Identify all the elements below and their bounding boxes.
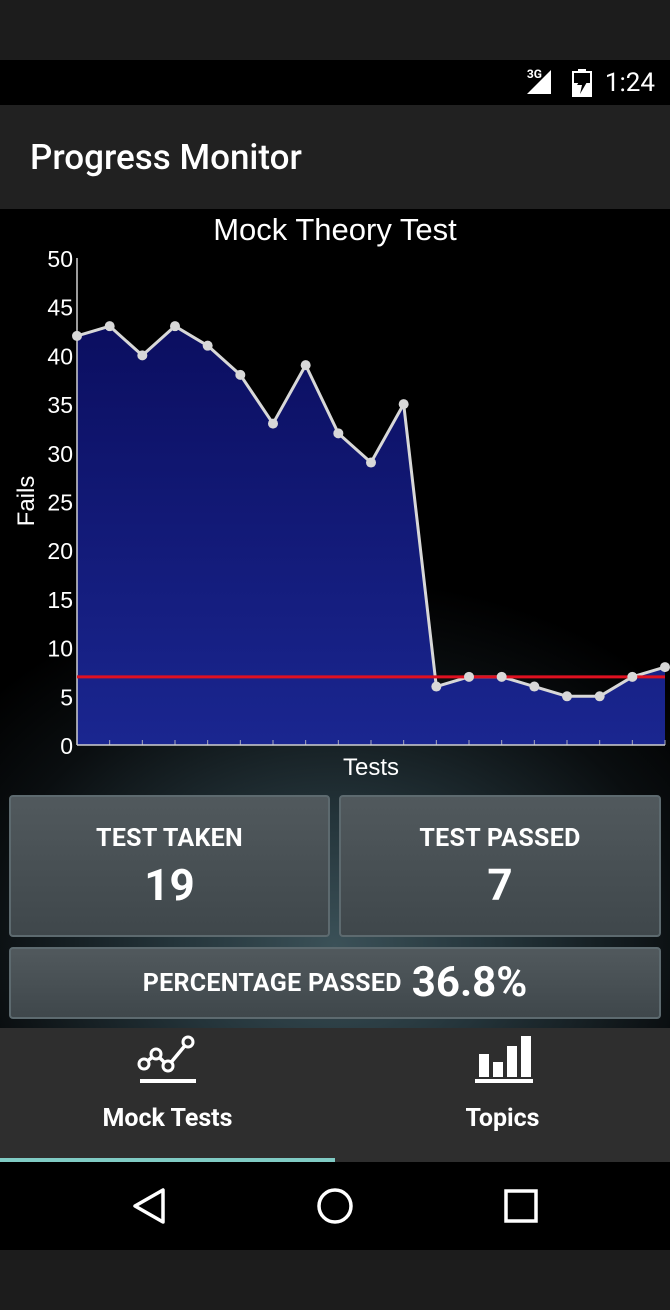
data-point xyxy=(268,418,278,429)
data-point xyxy=(202,340,213,351)
y-tick-label: 20 xyxy=(47,538,73,564)
tab-topics[interactable]: Topics xyxy=(335,1028,670,1162)
main-content: Mock Theory Test Fails Tests 0 5 10 15 20 25 3… xyxy=(0,209,670,1028)
y-tick-label: 50 xyxy=(47,246,73,272)
data-point xyxy=(627,671,638,682)
status-bar: 3G 1:24 xyxy=(0,60,670,105)
y-axis-label: Fails xyxy=(13,476,40,527)
y-tick-label: 40 xyxy=(47,343,73,369)
area-fill xyxy=(77,326,665,745)
y-tick-label: 5 xyxy=(60,684,73,710)
tests-taken-label: TEST TAKEN xyxy=(96,824,243,853)
chart-title: Mock Theory Test xyxy=(213,212,457,247)
recents-icon[interactable] xyxy=(499,1184,543,1228)
tests-passed-label: TEST PASSED xyxy=(419,824,581,853)
tests-taken-value: 19 xyxy=(144,859,195,911)
y-tick-label: 10 xyxy=(47,636,73,662)
app-bar: Progress Monitor xyxy=(0,105,670,209)
percentage-passed-value: 36.8% xyxy=(411,958,528,1007)
bottom-band xyxy=(0,1250,670,1310)
data-point xyxy=(431,681,442,692)
data-point xyxy=(562,691,572,702)
data-point xyxy=(366,457,376,468)
data-point xyxy=(529,681,540,692)
data-point xyxy=(464,671,474,682)
data-point xyxy=(235,369,246,380)
page-title: Progress Monitor xyxy=(30,137,302,178)
data-point xyxy=(170,321,180,332)
data-point xyxy=(660,662,670,673)
clock: 1:24 xyxy=(604,68,655,98)
y-tick-label: 30 xyxy=(47,441,73,467)
top-band xyxy=(0,0,670,60)
bottom-navigation: Mock Tests Topics xyxy=(0,1028,670,1162)
data-point xyxy=(104,321,115,332)
tab-mock-tests[interactable]: Mock Tests xyxy=(0,1028,335,1162)
x-axis-label: Tests xyxy=(343,754,399,781)
percentage-passed-card: PERCENTAGE PASSED 36.8% xyxy=(9,947,661,1019)
network-type: 3G xyxy=(526,67,542,81)
y-tick-label: 25 xyxy=(47,490,73,516)
data-point xyxy=(496,671,507,682)
signal-icon xyxy=(527,70,551,94)
tests-passed-value: 7 xyxy=(487,859,513,911)
home-icon[interactable] xyxy=(313,1184,357,1228)
data-point xyxy=(137,350,148,361)
tab-mock-tests-label: Mock Tests xyxy=(102,1104,233,1133)
percentage-passed-label: PERCENTAGE PASSED xyxy=(142,968,402,998)
tests-taken-card: TEST TAKEN 19 xyxy=(9,795,330,937)
system-navigation-bar xyxy=(0,1162,670,1250)
data-point xyxy=(72,330,82,341)
tab-topics-label: Topics xyxy=(465,1104,540,1133)
selected-tab-indicator xyxy=(0,1158,335,1162)
y-tick-label: 15 xyxy=(47,587,73,613)
data-point xyxy=(333,428,344,439)
y-tick-label: 0 xyxy=(60,733,73,759)
back-icon[interactable] xyxy=(127,1184,171,1228)
y-tick-label: 35 xyxy=(47,392,73,418)
bar-chart-icon xyxy=(474,1036,533,1083)
battery-charging-icon xyxy=(572,69,592,97)
data-point xyxy=(398,399,409,410)
data-point xyxy=(300,360,311,371)
line-chart-icon xyxy=(137,1035,196,1083)
fails-chart: Mock Theory Test Fails Tests 0 5 10 15 20 25 3… xyxy=(13,212,670,781)
tests-passed-card: TEST PASSED 7 xyxy=(339,795,661,937)
data-point xyxy=(594,691,605,702)
y-tick-label: 45 xyxy=(47,295,73,321)
